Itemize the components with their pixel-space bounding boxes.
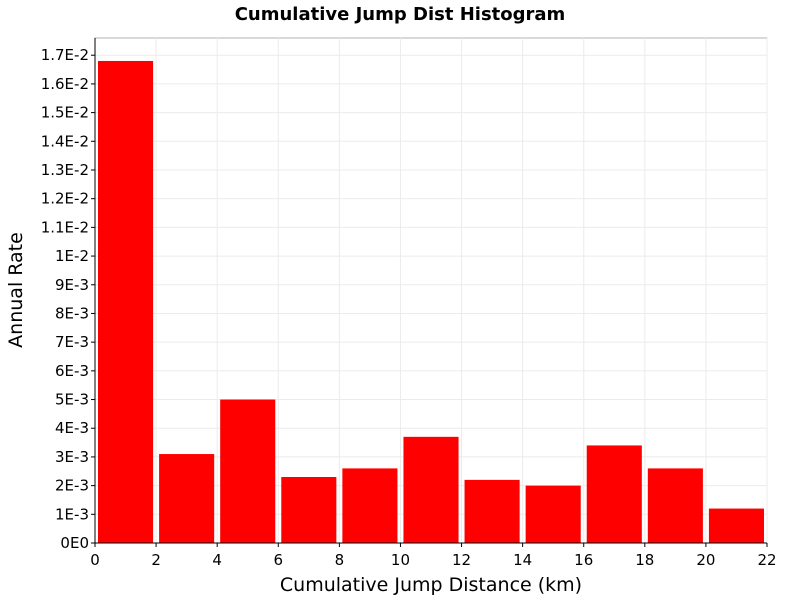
histogram-bar	[403, 436, 459, 543]
y-tick-label: 1.7E-2	[41, 46, 89, 64]
y-tick-label: 2E-3	[55, 477, 89, 495]
y-tick-label: 1.1E-2	[41, 218, 89, 236]
y-tick-label: 1.6E-2	[41, 75, 89, 93]
y-tick-label: 1E-3	[55, 505, 89, 523]
y-tick-label: 1.5E-2	[41, 104, 89, 122]
x-axis-label: Cumulative Jump Distance (km)	[280, 574, 582, 596]
histogram-bar	[342, 468, 398, 543]
histogram-bar	[708, 508, 764, 543]
histogram-bar	[525, 485, 581, 543]
y-tick-label: 0E0	[60, 534, 89, 552]
y-tick-label: 9E-3	[55, 276, 89, 294]
y-axis-ticks: 0E0 1E-3 2E-3 3E-3 4E-3 5E-3 6E-3 7E-3 8E-3 9E-3 1…	[41, 46, 95, 552]
x-tick-label: 22	[757, 551, 776, 569]
y-axis-label: Annual Rate	[5, 232, 27, 348]
x-axis-ticks: 0 2 4 6 8 10 12 14 16 18 20 22	[90, 543, 777, 569]
x-tick-label: 20	[696, 551, 715, 569]
y-tick-label: 1E-2	[55, 247, 89, 265]
y-tick-label: 5E-3	[55, 391, 89, 409]
y-tick-label: 1.4E-2	[41, 132, 89, 150]
y-tick-label: 4E-3	[55, 419, 89, 437]
y-tick-label: 7E-3	[55, 333, 89, 351]
x-tick-label: 10	[391, 551, 410, 569]
y-tick-label: 1.2E-2	[41, 190, 89, 208]
chart-title: Cumulative Jump Dist Histogram	[235, 4, 566, 25]
histogram-bar	[220, 399, 276, 543]
x-tick-label: 0	[90, 551, 100, 569]
bars	[98, 60, 764, 544]
y-tick-label: 3E-3	[55, 448, 89, 466]
y-tick-label: 8E-3	[55, 304, 89, 322]
histogram-bar	[586, 445, 642, 543]
x-tick-label: 16	[574, 551, 593, 569]
histogram-bar	[159, 454, 215, 543]
histogram-bar	[98, 60, 154, 544]
x-tick-label: 6	[273, 551, 283, 569]
x-tick-label: 18	[635, 551, 654, 569]
y-tick-label: 1.3E-2	[41, 161, 89, 179]
x-tick-label: 12	[452, 551, 471, 569]
y-tick-label: 6E-3	[55, 362, 89, 380]
x-tick-label: 14	[513, 551, 532, 569]
histogram-bar	[647, 468, 703, 543]
x-tick-label: 4	[212, 551, 222, 569]
histogram-bar	[464, 479, 520, 543]
axes	[94, 38, 767, 544]
histogram-bar	[281, 477, 337, 543]
x-tick-label: 8	[335, 551, 345, 569]
x-tick-label: 2	[151, 551, 161, 569]
